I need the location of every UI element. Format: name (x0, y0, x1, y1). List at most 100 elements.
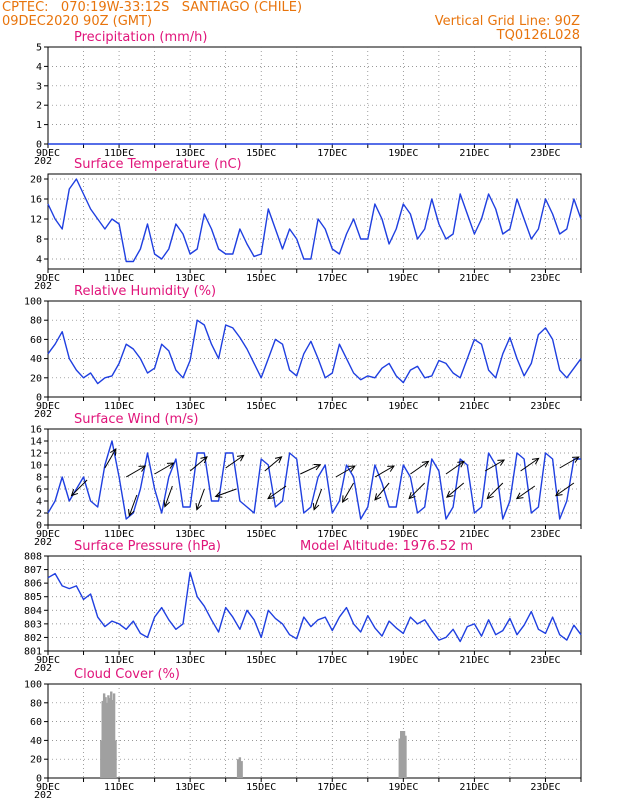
y-tick-label: 1 (36, 120, 42, 131)
y-tick-label: 80 (30, 316, 42, 327)
cloud-bar (238, 757, 242, 778)
cloud-bar (404, 735, 407, 778)
panel-frame-1 (47, 173, 582, 270)
y-tick-label: 20 (30, 175, 42, 186)
x-tick-label: 15DEC (246, 273, 276, 284)
y-tick-label: 12 (30, 215, 42, 226)
cloud-bar (112, 693, 116, 778)
wind-arrowhead (497, 459, 506, 466)
wind-vector (446, 482, 465, 498)
wind-arrowhead (446, 490, 454, 498)
y-tick-label: 801 (24, 647, 42, 658)
wind-arrowhead (267, 492, 275, 500)
x-tick-label: 9DEC (36, 655, 60, 666)
y-tick-label: 20 (30, 373, 42, 384)
x-tick-label: 15DEC (246, 655, 276, 666)
wind-arrowhead (195, 502, 203, 511)
wind-vector (484, 459, 505, 472)
wind-vector (196, 488, 205, 510)
x-tick-label: 13DEC (175, 401, 205, 412)
x-year-fragment: 202 (34, 156, 52, 167)
y-tick-label: 60 (30, 335, 42, 346)
wind-vector (264, 456, 282, 472)
y-tick-label: 0 (36, 393, 42, 404)
x-year-fragment: 202 (34, 790, 52, 800)
wind-vector (225, 454, 244, 469)
cloud-bar (107, 695, 110, 778)
wind-vector (104, 448, 117, 469)
wind-arrowhead (109, 447, 117, 456)
panel-frame-0 (47, 46, 582, 145)
x-tick-label: 23DEC (530, 273, 560, 284)
x-tick-label: 17DEC (317, 655, 347, 666)
wind-vector (335, 465, 356, 478)
header-station: CPTEC: 070:19W-33:12S SANTIAGO (CHILE) (2, 0, 303, 15)
wind-arrowhead (342, 495, 349, 504)
y-tick-label: 14 (30, 437, 42, 448)
y-tick-label: 8 (36, 235, 42, 246)
wind-vector (71, 479, 88, 496)
panel-frame-2 (47, 300, 582, 398)
x-tick-label: 11DEC (104, 273, 134, 284)
x-tick-label: 19DEC (388, 782, 418, 793)
y-tick-label: 4 (36, 255, 42, 266)
x-tick-label: 17DEC (317, 529, 347, 540)
y-tick-label: 12 (30, 449, 42, 460)
wind-arrowhead (554, 489, 563, 497)
wind-vector (300, 464, 321, 475)
wind-vector (374, 482, 390, 501)
panel-title: Surface Pressure (hPa) (74, 539, 221, 554)
x-tick-label: 13DEC (175, 655, 205, 666)
wind-arrowhead (236, 454, 245, 462)
y-tick-label: 802 (24, 633, 42, 644)
panel-title: Surface Wind (m/s) (74, 412, 198, 427)
y-tick-label: 3 (36, 81, 42, 92)
wind-vector (520, 457, 539, 472)
x-tick-label: 21DEC (459, 782, 489, 793)
x-tick-label: 23DEC (530, 655, 560, 666)
wind-arrowhead (274, 456, 283, 464)
x-year-fragment: 202 (34, 663, 52, 674)
panel-frame-5 (47, 683, 582, 779)
y-tick-label: 805 (24, 592, 42, 603)
y-tick-label: 40 (30, 736, 42, 747)
cloud-bar (102, 693, 106, 778)
cloud-bar (104, 697, 107, 778)
wind-arrowhead (572, 456, 580, 463)
x-tick-label: 11DEC (104, 655, 134, 666)
header-date: 09DEC2020 90Z (GMT) (2, 14, 153, 29)
series-line (47, 319, 582, 385)
x-tick-label: 17DEC (317, 273, 347, 284)
wind-arrowhead (128, 508, 135, 517)
x-tick-label: 17DEC (317, 782, 347, 793)
wind-arrowhead (457, 460, 465, 468)
x-tick-label: 11DEC (104, 529, 134, 540)
y-tick-label: 0 (36, 140, 42, 151)
cloud-bar (105, 702, 109, 778)
y-tick-label: 0 (36, 521, 42, 532)
wind-vector (559, 456, 579, 469)
wind-arrowhead (408, 492, 416, 500)
wind-vector (128, 494, 138, 516)
wind-arrowhead (166, 462, 175, 469)
wind-arrowhead (387, 465, 395, 472)
y-tick-label: 804 (24, 606, 42, 617)
wind-arrowhead (138, 465, 147, 472)
y-tick-label: 4 (36, 497, 42, 508)
wind-arrowhead (515, 492, 524, 500)
y-tick-label: 807 (24, 565, 42, 576)
wind-vector (154, 462, 174, 475)
wind-arrowhead (486, 492, 494, 500)
x-tick-label: 11DEC (104, 782, 134, 793)
wind-vector (164, 485, 173, 507)
wind-vector (445, 460, 465, 475)
cloud-bar (110, 691, 113, 778)
wind-vector (408, 482, 426, 499)
wind-vector (267, 485, 287, 500)
wind-vector (516, 485, 536, 500)
wind-vector (374, 465, 395, 478)
header-model-id: TQ0126L028 (496, 28, 580, 43)
wind-arrowhead (421, 460, 430, 468)
x-tick-label: 19DEC (388, 148, 418, 159)
